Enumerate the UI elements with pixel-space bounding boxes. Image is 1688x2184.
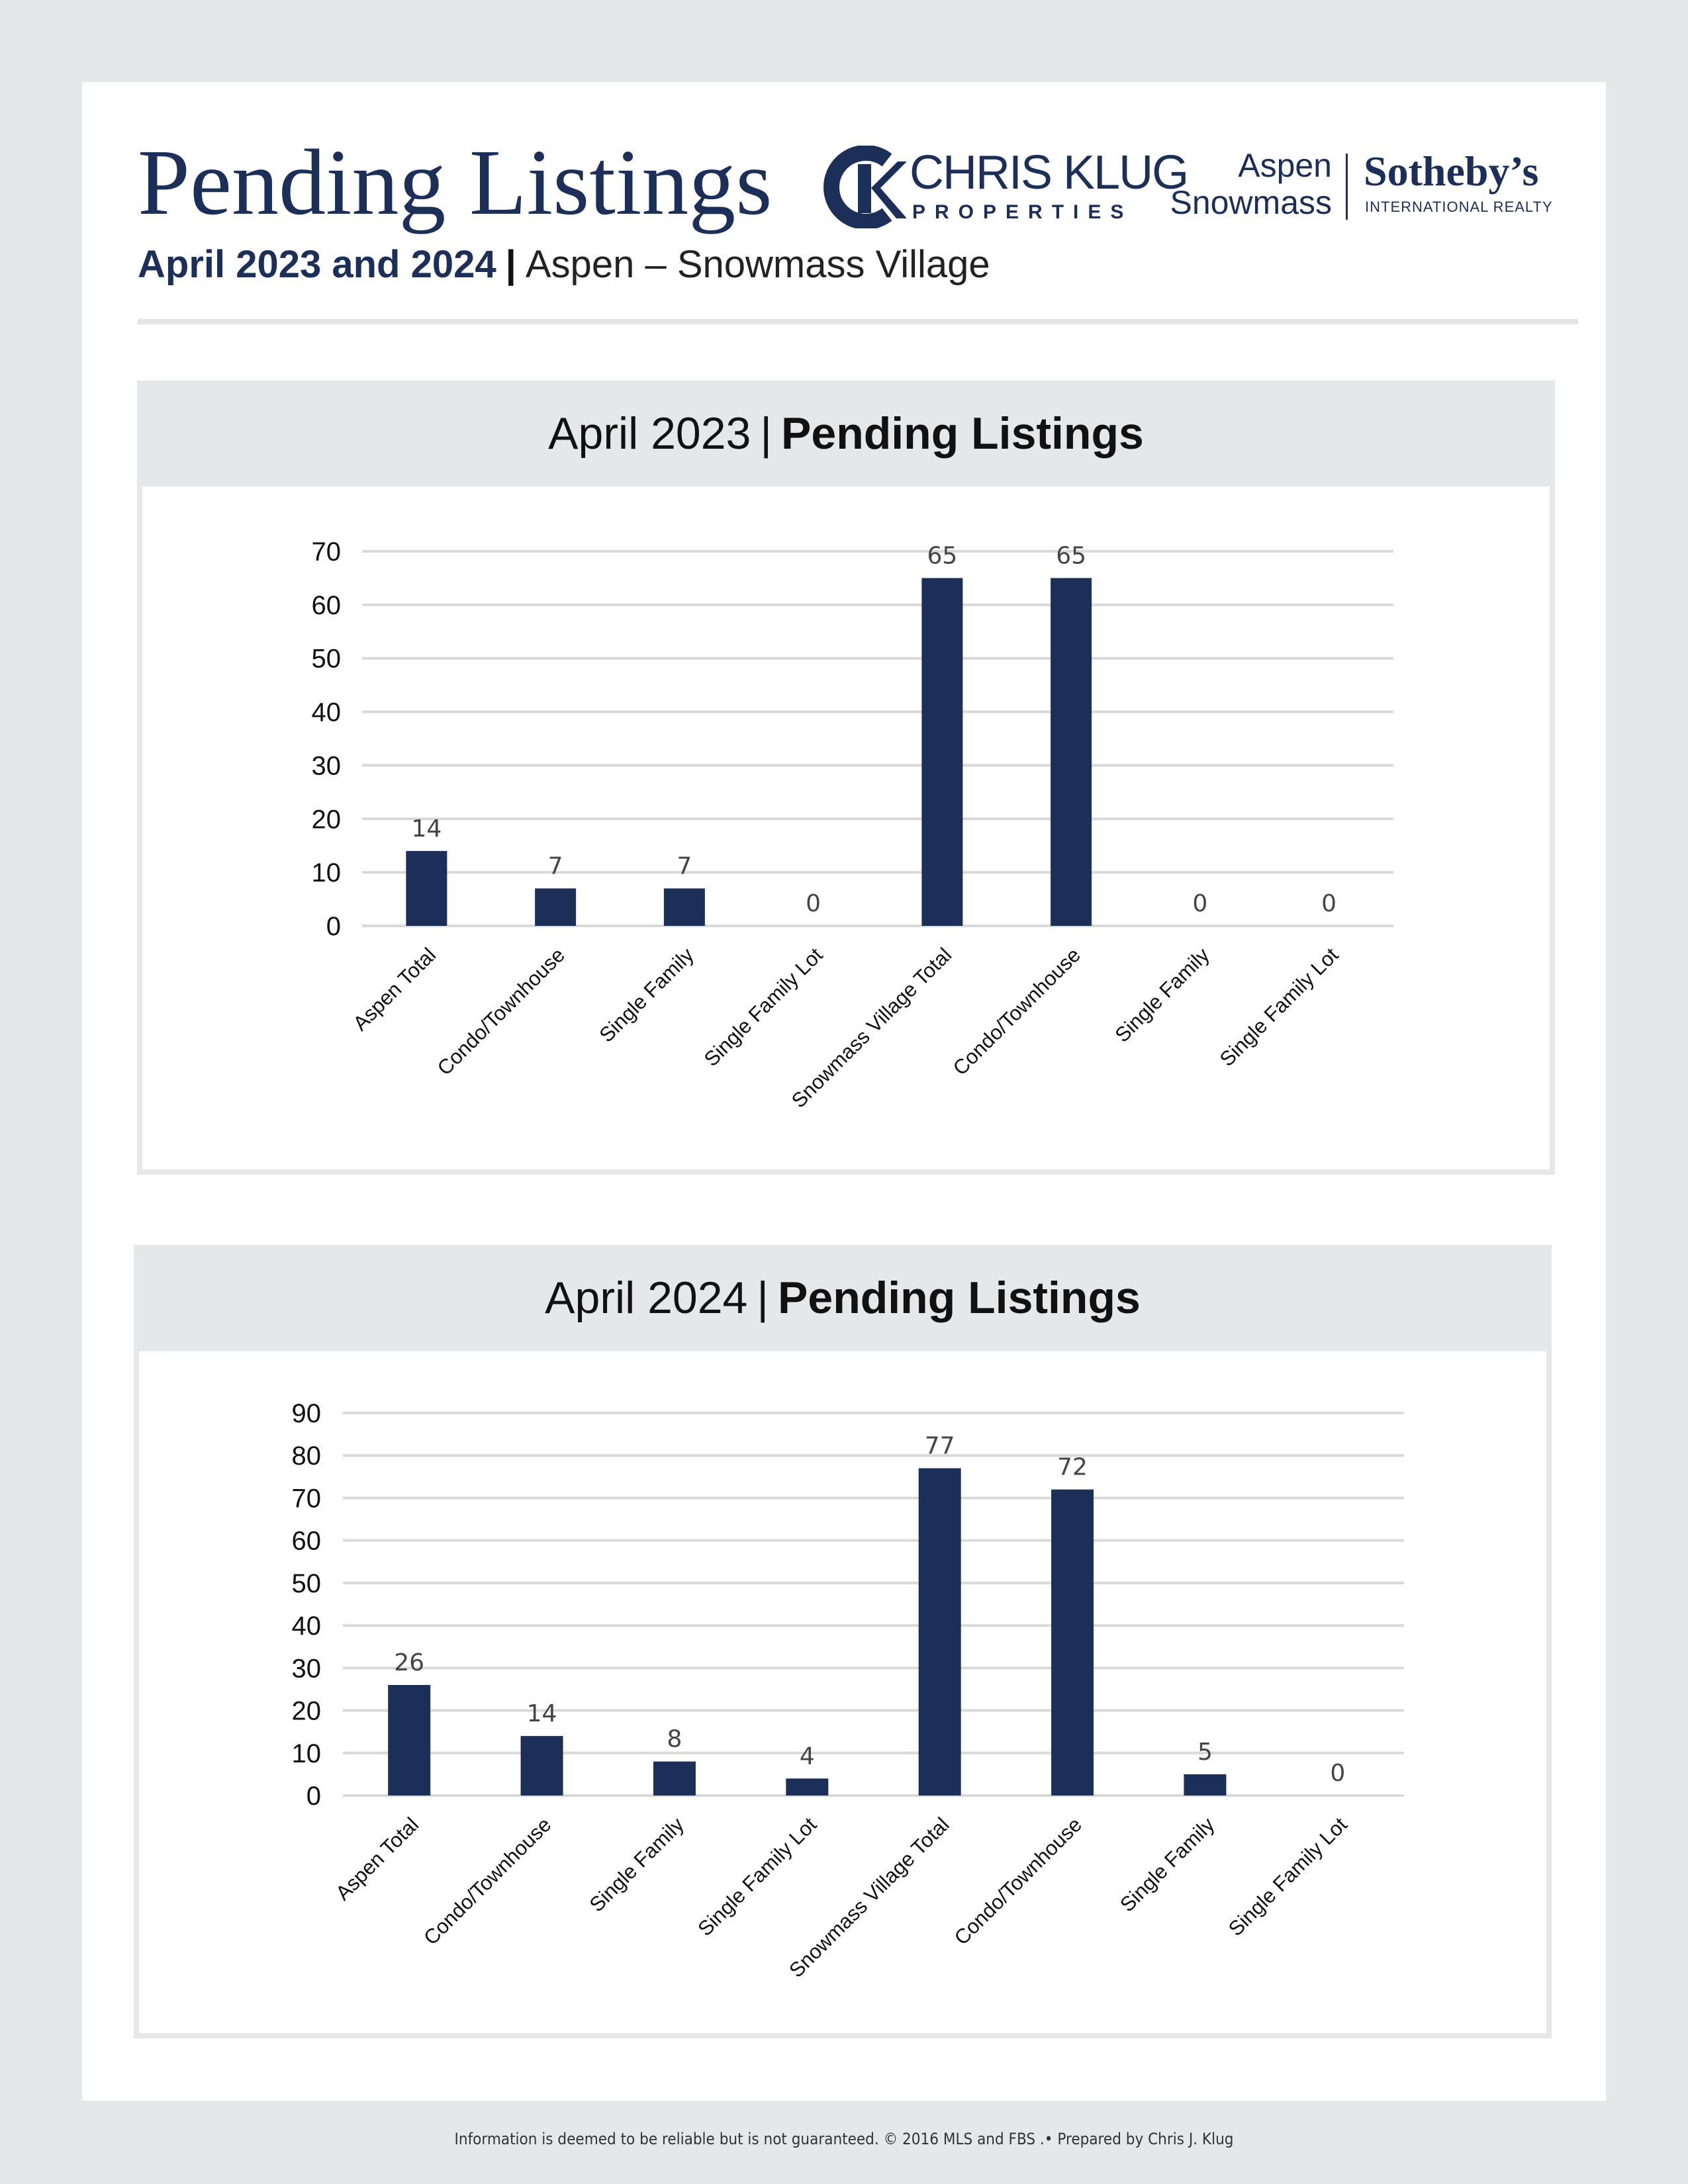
data-label: 4 bbox=[800, 1743, 815, 1770]
y-tick-label: 20 bbox=[312, 805, 342, 834]
data-label: 5 bbox=[1197, 1739, 1213, 1766]
x-tick-label: Single Family bbox=[1115, 1813, 1219, 1917]
y-tick-label: 70 bbox=[292, 1484, 322, 1513]
chart-title-separator: | bbox=[760, 408, 773, 459]
y-tick-label: 80 bbox=[292, 1441, 322, 1471]
data-label: 0 bbox=[1330, 1760, 1345, 1787]
sothebys-location: Aspen Snowmass bbox=[1170, 147, 1332, 221]
chart-title-label: Pending Listings bbox=[778, 1273, 1141, 1323]
header-divider bbox=[138, 319, 1578, 324]
sothebys-logo: Aspen Snowmass Sotheby’s INTERNATIONAL R… bbox=[1170, 147, 1581, 233]
data-label: 72 bbox=[1057, 1454, 1088, 1481]
bar bbox=[786, 1778, 829, 1796]
data-label: 65 bbox=[927, 542, 957, 569]
bar bbox=[653, 1761, 696, 1796]
subtitle-period: April 2023 and 2024 bbox=[138, 243, 496, 286]
chart-panel-title: April 2023 | Pending Listings bbox=[137, 381, 1555, 486]
sothebys-wordmark: Sotheby’s bbox=[1364, 148, 1539, 195]
data-label: 14 bbox=[411, 815, 442, 842]
bar bbox=[520, 1736, 563, 1796]
data-label: 26 bbox=[394, 1649, 424, 1676]
x-tick-label: Single Family Lot bbox=[700, 943, 827, 1071]
bar bbox=[1051, 578, 1092, 926]
subtitle-separator: | bbox=[505, 243, 516, 286]
x-tick-label: Single Family bbox=[585, 1813, 689, 1917]
sothebys-location-line1: Aspen bbox=[1238, 147, 1332, 184]
chart-title-period: April 2023 bbox=[548, 408, 751, 459]
x-tick-label: Condo/Townhouse bbox=[419, 1813, 555, 1949]
bar bbox=[535, 888, 577, 926]
footer-disclaimer: Information is deemed to be reliable but… bbox=[454, 2130, 1234, 2148]
y-tick-label: 0 bbox=[306, 1782, 321, 1811]
y-tick-label: 70 bbox=[312, 537, 342, 567]
bar bbox=[921, 578, 963, 926]
sothebys-divider bbox=[1346, 154, 1348, 220]
x-tick-label: Single Family Lot bbox=[693, 1813, 821, 1940]
subtitle-location: Aspen – Snowmass Village bbox=[525, 243, 990, 286]
x-tick-label: Condo/Townhouse bbox=[949, 943, 1085, 1079]
sothebys-subtitle: INTERNATIONAL REALTY bbox=[1365, 199, 1553, 215]
x-tick-label: Single Family Lot bbox=[1215, 943, 1343, 1071]
chart-panel-2024: April 2024 | Pending Listings 0 10 20 30 40 50 6… bbox=[134, 1245, 1552, 2038]
x-tick-label: Single Family Lot bbox=[1224, 1813, 1352, 1940]
bar bbox=[406, 850, 447, 926]
data-label: 65 bbox=[1056, 542, 1086, 569]
y-tick-label: 50 bbox=[292, 1569, 322, 1598]
page-subtitle: April 2023 and 2024 | Aspen – Snowmass Vil… bbox=[138, 242, 990, 287]
bar bbox=[663, 888, 705, 926]
data-label: 7 bbox=[677, 852, 692, 880]
bar bbox=[1051, 1489, 1094, 1796]
x-tick-label: Single Family bbox=[595, 943, 699, 1047]
y-tick-label: 10 bbox=[292, 1739, 322, 1768]
chris-klug-logo: CHRIS KLUG PROPERTIES bbox=[823, 146, 1189, 232]
data-label: 8 bbox=[667, 1726, 682, 1753]
y-tick-label: 10 bbox=[312, 858, 342, 887]
data-label: 77 bbox=[925, 1432, 955, 1459]
chart-panel-title: April 2024 | Pending Listings bbox=[134, 1245, 1552, 1351]
data-label: 0 bbox=[806, 890, 821, 917]
data-label: 0 bbox=[1321, 890, 1336, 917]
chart-title-label: Pending Listings bbox=[781, 408, 1144, 459]
x-tick-label: Aspen Total bbox=[348, 943, 440, 1035]
y-tick-label: 30 bbox=[312, 751, 342, 780]
chris-klug-subtitle: PROPERTIES bbox=[912, 201, 1133, 223]
y-tick-label: 0 bbox=[326, 912, 341, 941]
x-tick-label: Condo/Townhouse bbox=[950, 1813, 1086, 1949]
y-tick-label: 90 bbox=[292, 1399, 322, 1428]
bar bbox=[1184, 1774, 1227, 1796]
y-tick-label: 20 bbox=[292, 1697, 322, 1726]
x-tick-label: Single Family bbox=[1111, 943, 1215, 1047]
sothebys-location-line2: Snowmass bbox=[1170, 184, 1332, 221]
y-tick-label: 40 bbox=[292, 1612, 322, 1641]
bar bbox=[388, 1685, 431, 1796]
chart-area: 0 10 20 30 40 50 60 70 80 90 26 Aspen Total 14 Condo/… bbox=[139, 1351, 1546, 2033]
page-title: Pending Listings bbox=[138, 130, 773, 234]
y-tick-label: 60 bbox=[292, 1527, 322, 1556]
bar bbox=[918, 1468, 961, 1796]
chris-klug-wordmark: CHRIS KLUG bbox=[910, 146, 1189, 199]
chart-title-period: April 2024 bbox=[545, 1273, 748, 1323]
chart-title-separator: | bbox=[757, 1273, 769, 1323]
ck-monogram-icon bbox=[823, 146, 906, 228]
y-tick-label: 40 bbox=[312, 698, 342, 727]
chart-panel-2023: April 2023 | Pending Listings 0 10 20 30 40 50 6… bbox=[137, 381, 1555, 1175]
data-label: 14 bbox=[527, 1700, 557, 1727]
y-tick-label: 60 bbox=[312, 591, 342, 620]
chart-area: 0 10 20 30 40 50 60 70 14 Aspen Total 7 Condo/Townh… bbox=[142, 486, 1550, 1169]
x-tick-label: Condo/Townhouse bbox=[433, 943, 569, 1079]
y-tick-label: 30 bbox=[292, 1654, 322, 1683]
data-label: 7 bbox=[548, 852, 563, 880]
x-tick-label: Aspen Total bbox=[331, 1813, 423, 1905]
data-label: 0 bbox=[1192, 890, 1207, 917]
y-tick-label: 50 bbox=[312, 645, 342, 674]
